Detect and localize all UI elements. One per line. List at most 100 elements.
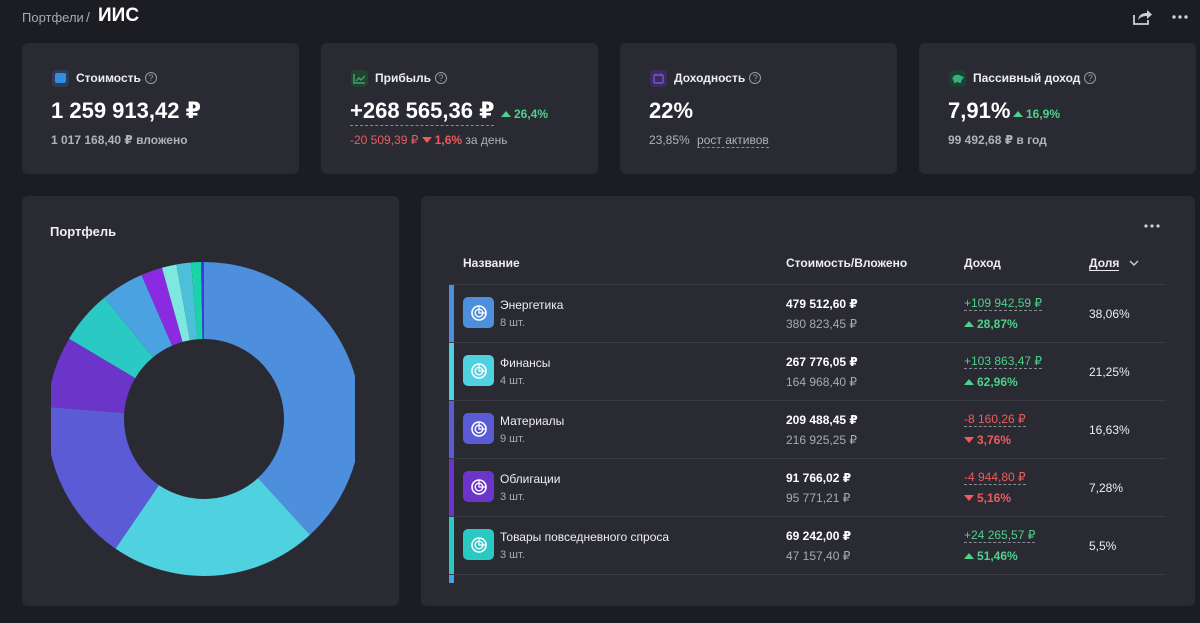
- donut-slice[interactable]: [191, 262, 203, 340]
- table-row[interactable]: Облигации 3 шт. 91 766,02 ₽ 95 771,21 ₽ -4 9…: [449, 459, 1166, 517]
- day-change-suffix: за день: [465, 133, 508, 147]
- table-row[interactable]: Товары повседневного спроса 3 шт. 69 242,0…: [449, 517, 1166, 575]
- row-income[interactable]: +103 863,47 ₽: [964, 354, 1043, 369]
- help-icon[interactable]: ?: [1084, 72, 1097, 84]
- portfolio-value: 1 259 913,42 ₽: [51, 98, 201, 123]
- row-count: 3 шт.: [500, 491, 525, 503]
- column-header-value[interactable]: Стоимость/Вложено: [786, 256, 908, 270]
- day-change-pct: 1,6%: [421, 133, 463, 147]
- row-share: 38,06%: [1089, 307, 1130, 321]
- row-value: 267 776,05 ₽: [786, 355, 858, 369]
- more-dots-icon: [1144, 224, 1160, 228]
- day-change-amount: -20 509,39 ₽: [350, 133, 419, 147]
- row-sector-name: Облигации: [500, 472, 561, 486]
- row-share: 16,63%: [1089, 423, 1130, 437]
- row-invested: 216 925,25 ₽: [786, 433, 858, 447]
- arrow-down-icon: [421, 137, 432, 143]
- share-button[interactable]: [1130, 6, 1154, 28]
- donut-slice[interactable]: [204, 262, 355, 535]
- day-change-pct-text: 1,6%: [434, 133, 463, 147]
- donut-slice[interactable]: [201, 262, 204, 340]
- more-options-button[interactable]: [1168, 6, 1192, 28]
- sector-icon: [463, 529, 494, 560]
- table-row-next-marker: [449, 575, 454, 583]
- arrow-down-icon: [964, 437, 974, 443]
- stat-header: Доходность ?: [650, 69, 762, 87]
- breadcrumb-portfolios[interactable]: Портфели: [22, 10, 84, 25]
- piggy-bank-icon: [949, 69, 966, 87]
- top-bar: Портфели / ИИС: [22, 0, 1192, 36]
- row-income[interactable]: -8 160,26 ₽: [964, 412, 1026, 427]
- passive-income-yearly-text: 99 492,68 ₽ в год: [948, 133, 1047, 147]
- donut-slice[interactable]: [161, 264, 190, 342]
- day-change: -20 509,39 ₽ 1,6% за день: [350, 133, 507, 147]
- stat-card-yield: Доходность ? 22% 23,85% рост активов: [620, 43, 897, 174]
- row-sector-name: Товары повседневного спроса: [500, 530, 670, 544]
- row-income-pct-text: 51,46%: [977, 549, 1018, 563]
- arrow-up-icon: [964, 379, 974, 385]
- invested-text: 1 017 168,40 ₽ вложено: [51, 133, 188, 147]
- donut-slice[interactable]: [69, 297, 154, 379]
- row-income-pct-text: 5,16%: [977, 491, 1012, 505]
- table-header-divider: [449, 284, 1166, 285]
- arrow-up-icon: [1013, 111, 1023, 117]
- help-icon[interactable]: ?: [144, 72, 157, 84]
- wallet-icon: [52, 69, 69, 87]
- help-icon[interactable]: ?: [435, 72, 447, 84]
- stat-header: Стоимость ?: [52, 69, 157, 87]
- row-share: 5,5%: [1089, 539, 1117, 553]
- row-color-bar: [449, 401, 454, 458]
- stat-header: Прибыль ?: [351, 69, 447, 87]
- row-sector-name: Материалы: [500, 414, 565, 428]
- donut-slice[interactable]: [51, 407, 159, 549]
- sector-icon: [463, 297, 494, 328]
- row-invested: 164 968,40 ₽: [786, 375, 858, 389]
- portfolio-donut-chart: [51, 262, 355, 576]
- row-income-pct: 5,16%: [964, 491, 1011, 505]
- row-income-pct: 28,87%: [964, 317, 1018, 331]
- row-income-pct-text: 3,76%: [977, 433, 1012, 447]
- row-income[interactable]: +109 942,59 ₽: [964, 296, 1043, 311]
- row-invested: 380 823,45 ₽: [786, 317, 858, 331]
- row-income[interactable]: -4 944,80 ₽: [964, 470, 1026, 485]
- sector-icon: [463, 413, 494, 444]
- donut-slice[interactable]: [141, 267, 183, 346]
- table-row[interactable]: Финансы 4 шт. 267 776,05 ₽ 164 968,40 ₽ +103…: [449, 343, 1166, 401]
- stat-label: Доходность: [674, 71, 746, 85]
- arrow-up-icon: [501, 111, 511, 117]
- row-color-bar: [449, 517, 454, 574]
- passive-income-delta: 16,9%: [1013, 107, 1060, 121]
- profit-delta-text: 26,4%: [514, 107, 549, 121]
- column-header-name[interactable]: Название: [463, 256, 520, 270]
- row-sector-name: Энергетика: [500, 298, 564, 312]
- row-count: 8 шт.: [500, 317, 525, 329]
- column-header-income[interactable]: Доход: [964, 256, 1001, 270]
- donut-slice[interactable]: [104, 275, 173, 358]
- profit-delta: 26,4%: [501, 107, 548, 121]
- more-dots-icon: [1172, 15, 1188, 19]
- row-value: 91 766,02 ₽: [786, 471, 852, 485]
- stat-label: Стоимость: [76, 71, 141, 85]
- column-header-share[interactable]: Доля: [1089, 256, 1139, 271]
- calendar-icon: [650, 69, 667, 87]
- row-value: 479 512,60 ₽: [786, 297, 858, 311]
- passive-income-value: 7,91%: [948, 98, 1011, 123]
- row-income-pct-text: 28,87%: [977, 317, 1018, 331]
- row-income[interactable]: +24 265,57 ₽: [964, 528, 1036, 543]
- help-icon[interactable]: ?: [749, 72, 762, 84]
- arrow-down-icon: [964, 495, 974, 501]
- trend-chart-icon: [351, 69, 368, 87]
- row-income-pct: 51,46%: [964, 549, 1018, 563]
- row-value: 209 488,45 ₽: [786, 413, 858, 427]
- table-row[interactable]: Материалы 9 шт. 209 488,45 ₽ 216 925,25 ₽ -8…: [449, 401, 1166, 459]
- table-row[interactable]: Энергетика 8 шт. 479 512,60 ₽ 380 823,45 ₽ +…: [449, 285, 1166, 343]
- sector-icon: [463, 471, 494, 502]
- donut-slice[interactable]: [51, 338, 136, 413]
- asset-growth-link[interactable]: рост активов: [697, 133, 769, 148]
- passive-income-yearly: 99 492,68 ₽ в год: [948, 133, 1047, 147]
- table-more-button[interactable]: [1141, 218, 1163, 234]
- donut-slice[interactable]: [115, 478, 310, 576]
- profit-value[interactable]: +268 565,36 ₽: [350, 98, 495, 126]
- row-count: 9 шт.: [500, 433, 525, 445]
- donut-slice[interactable]: [176, 262, 198, 341]
